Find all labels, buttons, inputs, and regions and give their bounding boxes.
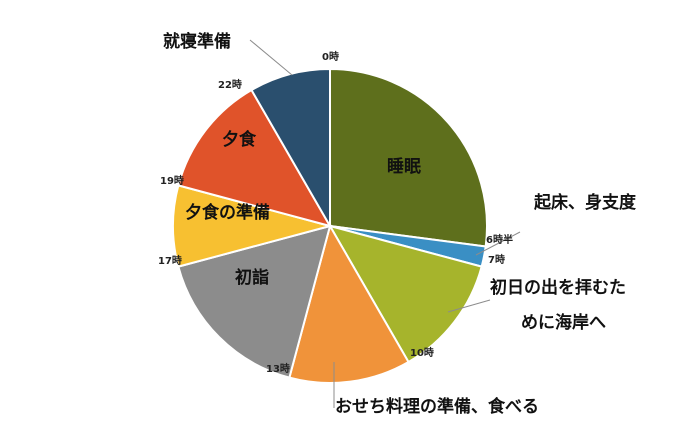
tick-label-4: 13時 <box>266 362 290 375</box>
leader-line-kisho <box>475 231 521 256</box>
tick-label-6: 19時 <box>160 174 184 187</box>
pie-slice-0 <box>329 67 489 248</box>
slice-label-kisho-mijitaku: 起床、身支度 <box>533 192 637 213</box>
leader-lines <box>249 39 521 408</box>
tick-label-1: 6時半 <box>486 233 513 246</box>
pie-slice-2 <box>327 224 483 364</box>
pie-slice-3 <box>288 223 410 384</box>
pie-slice-4 <box>177 224 332 379</box>
slice-label-hatsuhinode-line2: めに海岸へ <box>521 312 606 333</box>
tick-label-5: 17時 <box>158 254 182 267</box>
outside-labels: 就寝準備 起床、身支度 初日の出を拝むた めに海岸へ おせち料理の準備、食べる <box>163 31 637 417</box>
leader-line-shushin <box>249 39 293 76</box>
tick-label-0: 0時 <box>322 50 339 63</box>
tick-label-7: 22時 <box>218 78 242 91</box>
tick-label-3: 10時 <box>410 346 434 359</box>
pie-slice-6 <box>177 88 333 228</box>
slice-label-osechi: おせち料理の準備、食べる <box>335 396 539 417</box>
leader-line-hatsuhinode <box>447 299 491 313</box>
slice-label-hatsumode: 初詣 <box>235 267 269 288</box>
slice-label-yushoku: 夕食 <box>222 129 257 150</box>
tick-label-2: 7時 <box>488 253 505 266</box>
inside-labels: 睡眠 初詣 夕食の準備 夕食 <box>185 129 421 288</box>
slice-label-yushoku-junbi: 夕食の準備 <box>185 202 270 223</box>
pie-slice-7 <box>250 67 331 230</box>
tick-labels: 0時 6時半 7時 10時 13時 17時 19時 22時 <box>158 50 513 375</box>
slice-label-suimin: 睡眠 <box>387 156 421 177</box>
pie-slices <box>172 67 489 384</box>
slice-label-shushin-junbi: 就寝準備 <box>163 31 231 52</box>
slice-label-hatsuhinode-line1: 初日の出を拝むた <box>490 277 626 298</box>
